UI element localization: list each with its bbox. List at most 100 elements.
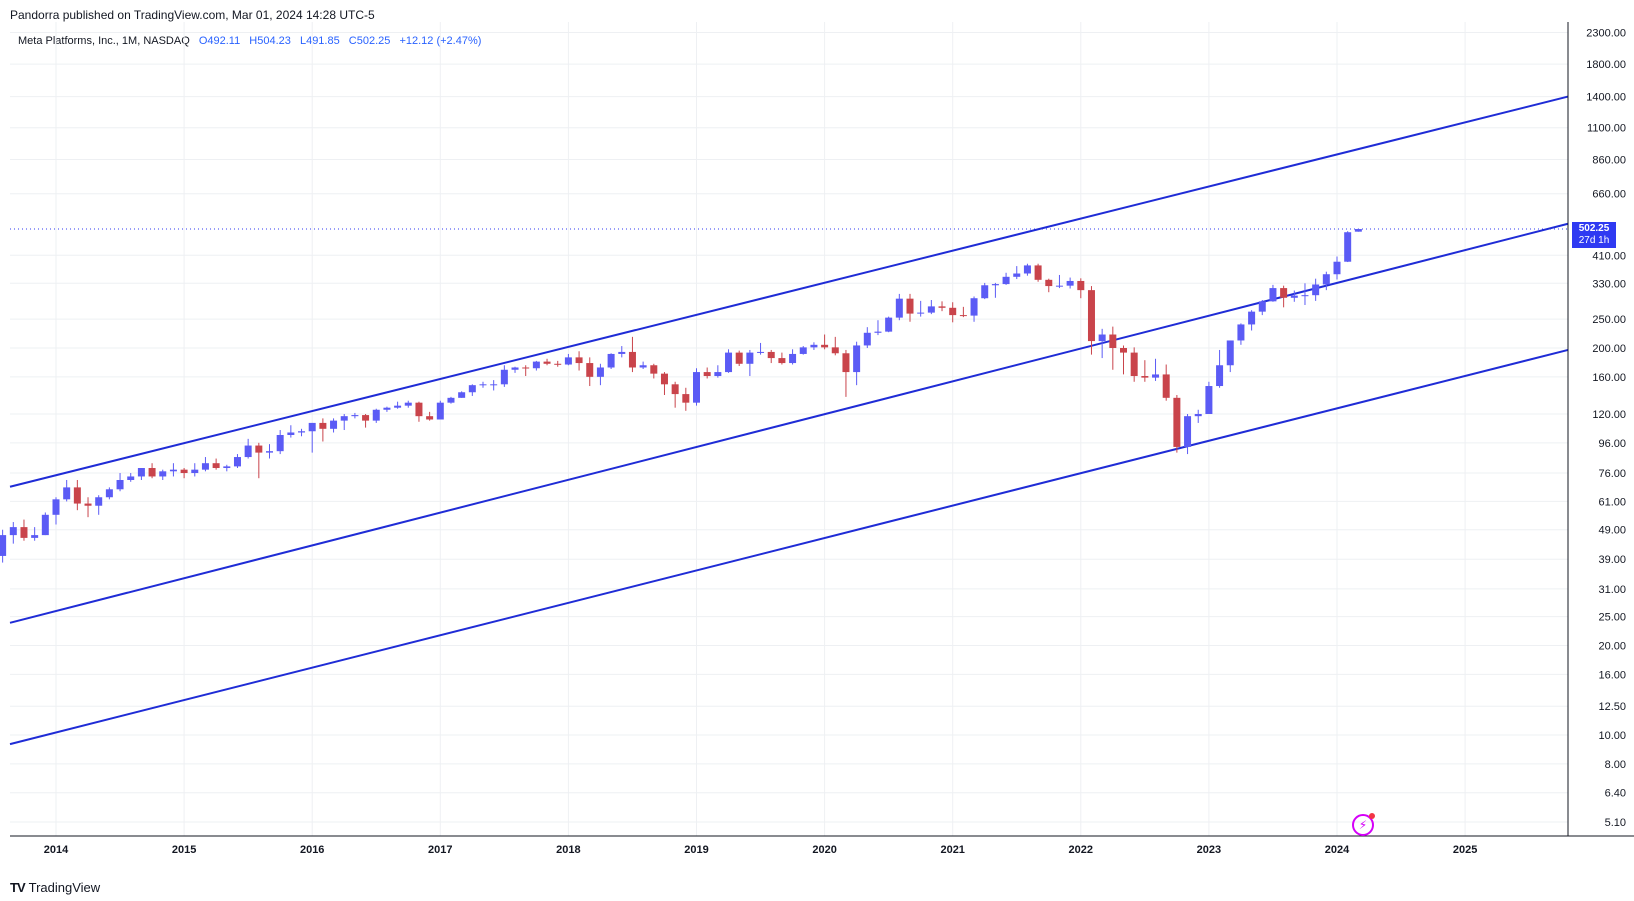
candle[interactable]	[1162, 364, 1170, 401]
candle[interactable]	[500, 365, 508, 387]
candle[interactable]	[628, 336, 636, 373]
candle[interactable]	[575, 351, 583, 371]
candle[interactable]	[127, 473, 135, 482]
candle[interactable]	[137, 468, 145, 480]
candle[interactable]	[991, 282, 999, 298]
candle[interactable]	[287, 425, 295, 438]
candle[interactable]	[1205, 381, 1213, 414]
candle[interactable]	[757, 342, 765, 355]
candle[interactable]	[767, 349, 775, 364]
candle[interactable]	[671, 381, 679, 408]
candle[interactable]	[20, 519, 28, 541]
candle[interactable]	[1109, 326, 1117, 370]
candle[interactable]	[41, 512, 49, 536]
candle[interactable]	[511, 366, 519, 373]
candle[interactable]	[276, 430, 284, 455]
candle[interactable]	[618, 346, 626, 358]
candle[interactable]	[1087, 286, 1095, 355]
candle[interactable]	[821, 334, 829, 350]
candle[interactable]	[52, 497, 60, 525]
candle[interactable]	[970, 296, 978, 322]
candle[interactable]	[682, 387, 690, 411]
candle[interactable]	[885, 316, 893, 333]
candle[interactable]	[201, 457, 209, 472]
candle[interactable]	[1301, 283, 1309, 305]
channel-line-1[interactable]	[9, 95, 1569, 488]
candle[interactable]	[468, 384, 476, 396]
candle[interactable]	[340, 414, 348, 431]
candle[interactable]	[1280, 285, 1288, 308]
candle[interactable]	[917, 300, 925, 317]
candle[interactable]	[532, 360, 540, 371]
candle[interactable]	[372, 408, 380, 423]
candle[interactable]	[895, 293, 903, 321]
candle[interactable]	[308, 422, 316, 453]
candle[interactable]	[191, 463, 199, 477]
candle[interactable]	[298, 428, 306, 437]
candle[interactable]	[148, 463, 156, 479]
candle[interactable]	[938, 301, 946, 312]
candle[interactable]	[1237, 323, 1245, 345]
candle[interactable]	[554, 360, 562, 367]
candle[interactable]	[266, 444, 273, 459]
candle[interactable]	[927, 299, 935, 315]
candle[interactable]	[650, 363, 658, 379]
symbol-name[interactable]: Meta Platforms, Inc., 1M, NASDAQ	[18, 35, 190, 47]
candle[interactable]	[853, 341, 861, 386]
candle[interactable]	[1055, 274, 1063, 289]
candle[interactable]	[959, 306, 967, 318]
candle[interactable]	[479, 381, 487, 388]
candle[interactable]	[1066, 277, 1074, 289]
candle[interactable]	[1344, 231, 1352, 263]
candle[interactable]	[1013, 266, 1021, 280]
candle[interactable]	[330, 418, 338, 433]
candle[interactable]	[255, 442, 263, 479]
candle[interactable]	[1354, 228, 1362, 232]
candle[interactable]	[9, 522, 17, 544]
candle[interactable]	[1216, 349, 1224, 388]
candle[interactable]	[1312, 278, 1320, 301]
candle[interactable]	[703, 367, 711, 379]
candle[interactable]	[159, 469, 167, 480]
candle[interactable]	[1258, 299, 1266, 316]
candle[interactable]	[490, 380, 498, 391]
candle[interactable]	[1141, 360, 1149, 382]
candle[interactable]	[351, 412, 359, 419]
candle[interactable]	[84, 497, 92, 518]
candle[interactable]	[458, 391, 466, 398]
candle[interactable]	[746, 349, 754, 377]
candle[interactable]	[394, 401, 402, 409]
candle[interactable]	[1098, 328, 1106, 359]
candle[interactable]	[1045, 278, 1053, 293]
candle[interactable]	[1226, 340, 1234, 373]
candle[interactable]	[63, 480, 71, 502]
candle[interactable]	[842, 349, 850, 397]
candle[interactable]	[714, 365, 722, 378]
candles[interactable]	[0, 228, 1362, 563]
candle[interactable]	[1322, 271, 1330, 291]
candle[interactable]	[1184, 414, 1192, 455]
candle[interactable]	[73, 480, 81, 511]
candle[interactable]	[1152, 358, 1160, 381]
candle[interactable]	[906, 293, 914, 322]
candle[interactable]	[735, 350, 743, 366]
candle[interactable]	[95, 495, 103, 515]
candle[interactable]	[1130, 347, 1138, 382]
lightning-icon[interactable]: ⚡	[1352, 813, 1375, 836]
candle[interactable]	[725, 349, 733, 373]
candle[interactable]	[799, 346, 807, 355]
candle[interactable]	[778, 352, 786, 365]
candle[interactable]	[436, 400, 444, 420]
candle[interactable]	[1023, 263, 1031, 276]
candle[interactable]	[426, 411, 434, 421]
candle[interactable]	[1333, 256, 1341, 280]
candle[interactable]	[233, 454, 241, 469]
candle[interactable]	[522, 365, 530, 377]
candle[interactable]	[564, 353, 572, 366]
channel-lines[interactable]	[9, 95, 1569, 746]
candle[interactable]	[1034, 263, 1042, 282]
candle[interactable]	[660, 372, 668, 396]
candle[interactable]	[31, 527, 39, 541]
candle[interactable]	[244, 438, 252, 459]
